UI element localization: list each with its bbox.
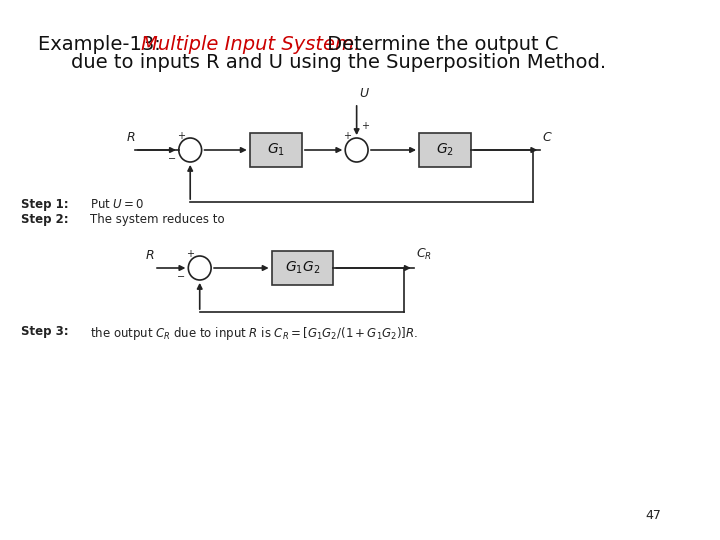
Text: the output $C_R$ due to input $R$ is $C_R = [G_1G_2/(1 + G_1G_2)]R$.: the output $C_R$ due to input $R$ is $C_… (90, 325, 418, 342)
FancyBboxPatch shape (419, 133, 472, 167)
Text: $U$: $U$ (359, 87, 369, 100)
Text: +: + (176, 131, 185, 141)
Text: Determine the output C: Determine the output C (321, 35, 559, 54)
FancyBboxPatch shape (271, 251, 333, 285)
Text: due to inputs R and U using the Superposition Method.: due to inputs R and U using the Superpos… (71, 53, 606, 72)
Text: −: − (177, 272, 186, 282)
Text: +: + (343, 131, 351, 141)
Text: $C$: $C$ (542, 131, 553, 144)
Text: $R$: $R$ (127, 131, 136, 144)
Text: +: + (361, 121, 369, 131)
Text: $G_2$: $G_2$ (436, 142, 454, 158)
Text: +: + (186, 249, 194, 259)
Text: Example-13:: Example-13: (38, 35, 167, 54)
Text: −: − (168, 154, 176, 164)
Text: Multiple Input System.: Multiple Input System. (140, 35, 360, 54)
Text: Step 1:: Step 1: (21, 198, 68, 211)
Text: The system reduces to: The system reduces to (90, 213, 225, 226)
FancyBboxPatch shape (250, 133, 302, 167)
Text: Step 3:: Step 3: (21, 325, 68, 338)
Text: $G_1G_2$: $G_1G_2$ (285, 260, 320, 276)
Text: $R$: $R$ (145, 249, 154, 262)
Text: Put $U = 0$: Put $U = 0$ (90, 198, 145, 211)
Text: 47: 47 (645, 509, 661, 522)
Text: $C_R$: $C_R$ (415, 247, 431, 262)
Text: $G_1$: $G_1$ (267, 142, 285, 158)
Text: Step 2:: Step 2: (21, 213, 68, 226)
